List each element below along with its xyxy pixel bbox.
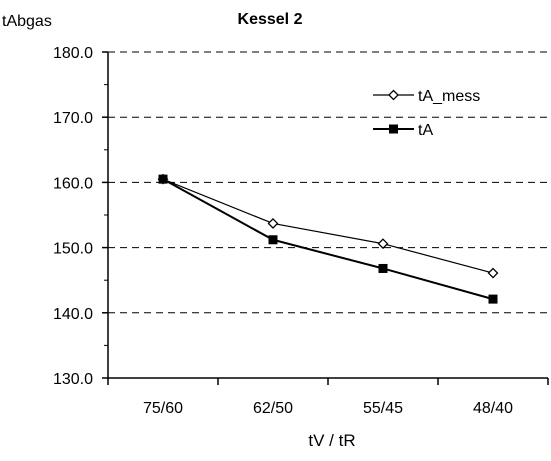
x-ticks: 75/60 62/50 55/45 48/40 xyxy=(107,378,549,417)
series-tA xyxy=(158,174,498,304)
y-tick-label-5: 180.0 xyxy=(53,45,93,62)
grid-lines xyxy=(108,51,548,314)
series-line-tA xyxy=(162,178,494,301)
legend-marker-tA xyxy=(389,124,398,134)
series-tA_mess xyxy=(157,173,499,279)
x-tick-label-0: 75/60 xyxy=(143,400,183,417)
y-axis-label: tAbgas xyxy=(2,13,52,30)
y-tick-label-0: 130.0 xyxy=(53,371,93,388)
x-tick-label-3: 48/40 xyxy=(473,400,513,417)
point-tA-0 xyxy=(158,174,168,184)
legend: tA_mess tA xyxy=(373,88,480,139)
legend-marker-tA_mess xyxy=(388,89,399,101)
y-tick-label-2: 150.0 xyxy=(53,241,93,258)
point-tA_mess-2 xyxy=(377,238,389,250)
y-tick-label-4: 170.0 xyxy=(53,110,93,127)
point-tA-1 xyxy=(268,235,278,245)
point-tA_mess-1 xyxy=(267,218,279,229)
y-ticks: 130.0 140.0 150.0 160.0 170.0 180.0 xyxy=(53,45,108,388)
series-line-tA_mess xyxy=(162,178,494,274)
legend-label-tA: tA xyxy=(418,122,433,139)
x-tick-label-1: 62/50 xyxy=(253,400,293,417)
point-tA_mess-3 xyxy=(487,267,499,279)
point-tA-3 xyxy=(488,294,498,304)
y-tick-label-1: 140.0 xyxy=(53,306,93,323)
point-tA-2 xyxy=(378,263,388,273)
series-group xyxy=(157,173,499,304)
chart-title: Kessel 2 xyxy=(238,11,303,28)
legend-label-tA_mess: tA_mess xyxy=(418,88,480,105)
x-tick-label-2: 55/45 xyxy=(363,400,403,417)
x-axis-label: tV / tR xyxy=(308,431,355,450)
axes xyxy=(107,52,548,379)
y-tick-label-3: 160.0 xyxy=(53,175,93,192)
